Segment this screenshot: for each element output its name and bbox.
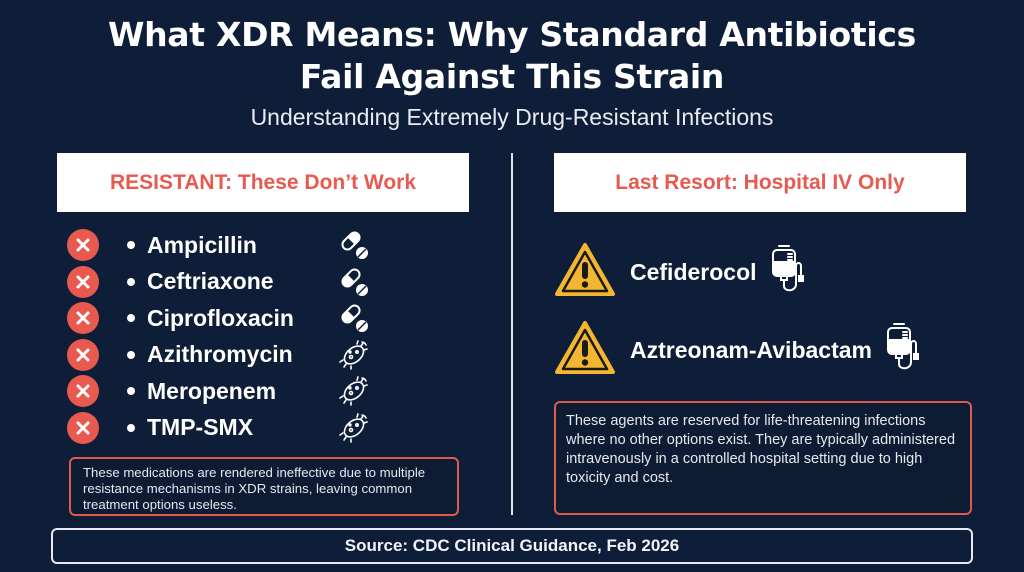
list-item: Meropenem (67, 373, 371, 410)
bullet-icon (127, 423, 135, 432)
bullet-icon (127, 277, 135, 286)
iv-bag-icon (884, 322, 920, 378)
resistant-note: These medications are rendered ineffecti… (69, 457, 459, 516)
last-resort-header: Last Resort: Hospital IV Only (554, 153, 966, 212)
list-item: TMP-SMX (67, 410, 371, 447)
warning-icon (554, 242, 616, 302)
bacteria-icon (337, 374, 371, 408)
drug-name: Ceftriaxone (147, 268, 274, 295)
x-circle-icon (67, 375, 99, 408)
x-circle-icon (67, 229, 99, 262)
resistant-header-label: RESISTANT: These Don’t Work (109, 170, 417, 194)
pill-icon (337, 228, 371, 262)
iv-bag-icon (769, 244, 805, 300)
x-circle-icon (67, 265, 99, 298)
drug-name: TMP-SMX (147, 414, 254, 441)
x-circle-icon (67, 302, 99, 335)
bullet-icon (127, 350, 135, 359)
bullet-icon (127, 387, 135, 396)
x-circle-icon (67, 338, 99, 371)
source-text: Source: CDC Clinical Guidance, Feb 2026 (344, 536, 680, 555)
warning-icon (554, 320, 616, 380)
x-circle-icon (67, 411, 99, 444)
column-divider (511, 153, 513, 515)
list-item: Aztreonam-Avibactam (554, 320, 920, 380)
bacteria-icon (337, 338, 371, 372)
drug-name: Ampicillin (147, 231, 257, 258)
bullet-icon (127, 314, 135, 323)
drug-name: Meropenem (147, 377, 277, 404)
drug-name: Cefiderocol (630, 258, 757, 285)
page-title: What XDR Means: Why Standard Antibiotics… (0, 14, 1024, 98)
list-item: Ceftriaxone (67, 264, 371, 301)
page-subtitle: Understanding Extremely Drug-Resistant I… (250, 104, 774, 130)
list-item: Ciprofloxacin (67, 300, 371, 337)
last-resort-header-label: Last Resort: Hospital IV Only (615, 170, 905, 194)
drug-name: Azithromycin (147, 341, 293, 368)
drug-name: Aztreonam-Avibactam (630, 336, 872, 363)
title-line-2: Fail Against This Strain (299, 57, 725, 96)
resistant-drug-list: Ampicillin Ceftriaxone Ciprofloxacin Azi… (67, 227, 371, 446)
list-item: Azithromycin (67, 337, 371, 374)
resistant-header: RESISTANT: These Don’t Work (57, 153, 469, 212)
last-resort-note: These agents are reserved for life-threa… (554, 401, 972, 515)
pill-icon (337, 301, 371, 335)
list-item: Ampicillin (67, 227, 371, 264)
title-line-1: What XDR Means: Why Standard Antibiotics (108, 15, 916, 54)
bullet-icon (127, 241, 135, 250)
bacteria-icon (337, 411, 371, 445)
list-item: Cefiderocol (554, 242, 805, 302)
pill-icon (337, 265, 371, 299)
source-citation: Source: CDC Clinical Guidance, Feb 2026 (51, 528, 973, 564)
drug-name: Ciprofloxacin (147, 304, 294, 331)
